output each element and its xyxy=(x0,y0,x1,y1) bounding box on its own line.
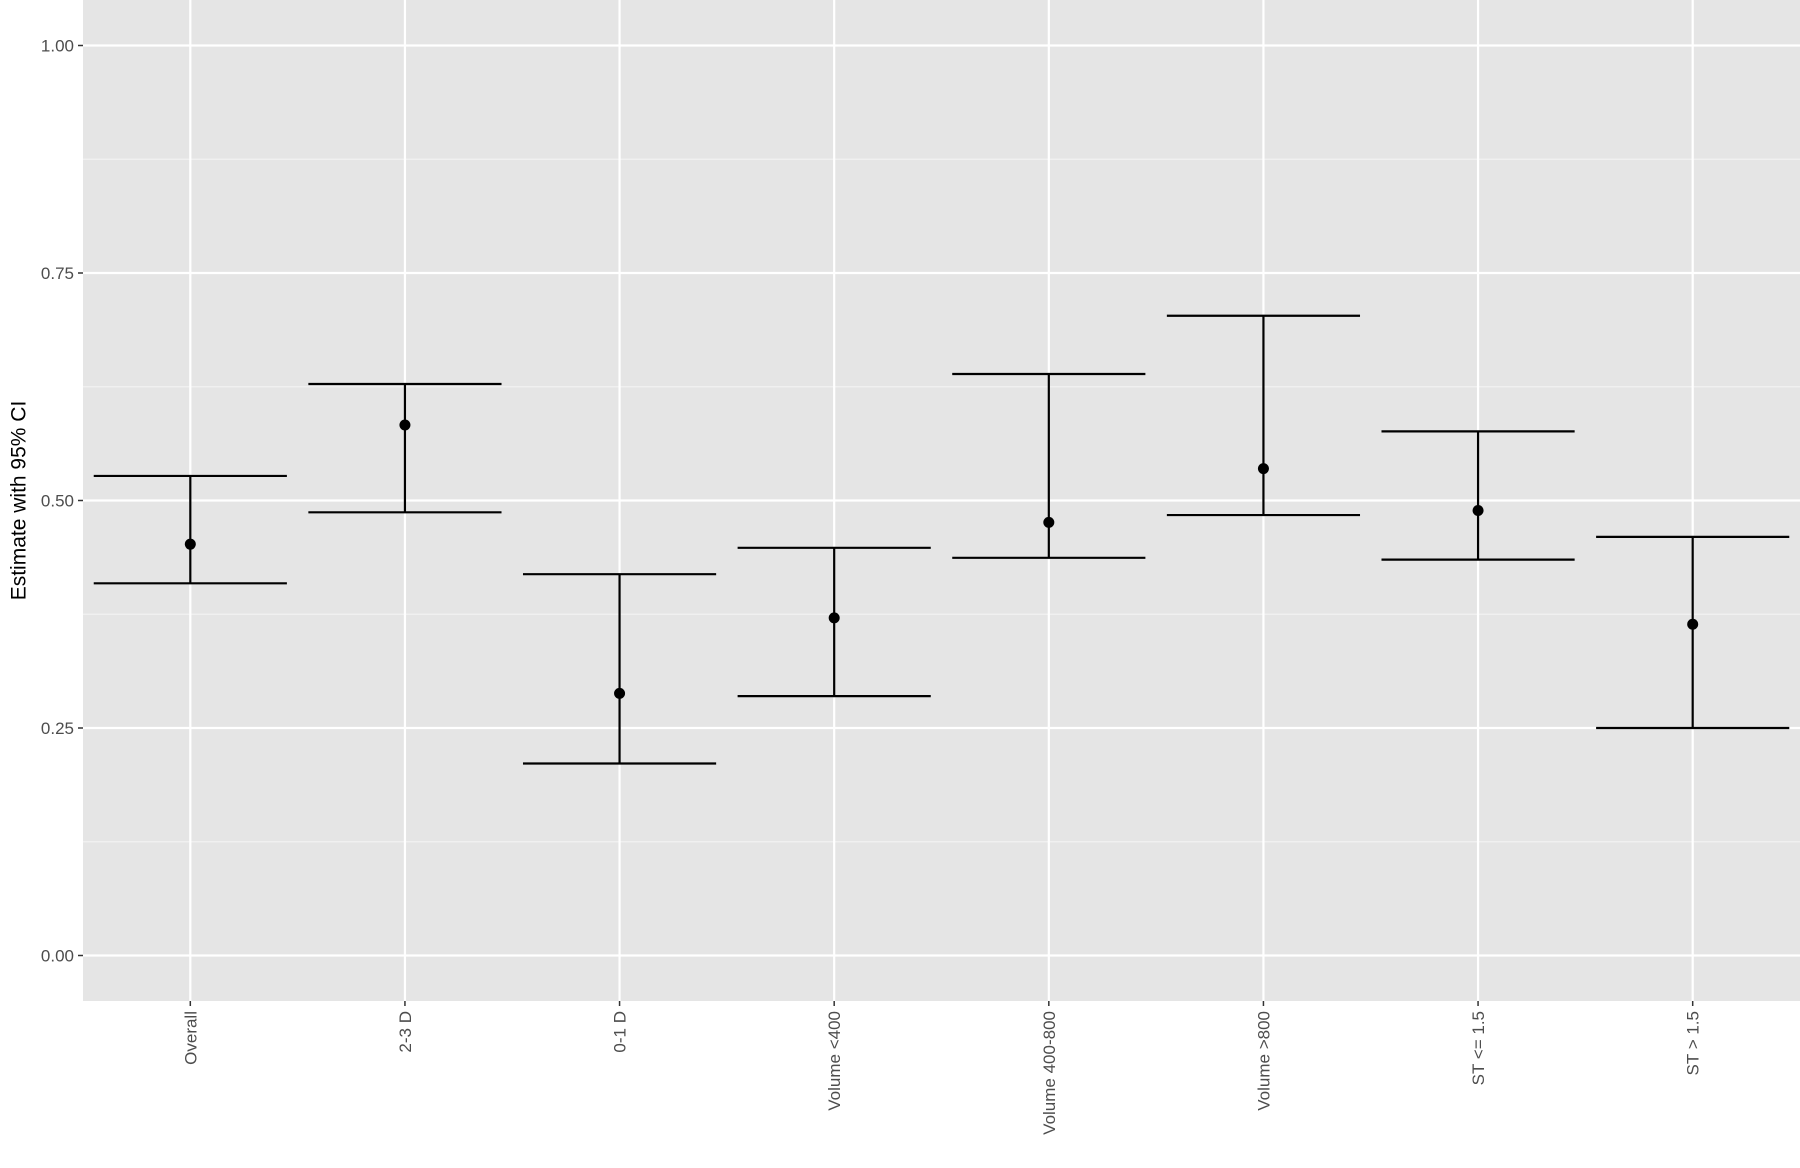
y-tick-label: 0.50 xyxy=(41,492,74,511)
estimate-point xyxy=(614,687,626,699)
error-bars xyxy=(93,314,1790,765)
estimate-point xyxy=(1687,618,1699,630)
x-tick-label: Overall xyxy=(181,1011,200,1065)
x-tick-label: Volume >800 xyxy=(1254,1011,1273,1111)
x-tick-label: ST > 1.5 xyxy=(1684,1011,1703,1075)
y-tick-label: 0.00 xyxy=(41,947,74,966)
y-tick-label: 0.75 xyxy=(41,264,74,283)
estimate-point xyxy=(1257,463,1269,475)
axes: 0.00 0.25 0.50 0.75 1.00 Overall 2-3 D 0-1 D Vol… xyxy=(41,37,1703,1135)
x-tick-label: Volume 400-800 xyxy=(1040,1011,1059,1135)
estimate-point xyxy=(1043,516,1055,528)
estimate-point xyxy=(399,419,411,431)
x-tick-label: 2-3 D xyxy=(396,1011,415,1053)
y-tick-label: 1.00 xyxy=(41,37,74,56)
estimate-point xyxy=(828,612,840,624)
y-axis-title: Estimate with 95% CI xyxy=(7,401,30,601)
estimate-point xyxy=(184,538,196,550)
estimate-point xyxy=(1472,505,1484,517)
x-tick-label: ST <= 1.5 xyxy=(1469,1011,1488,1085)
x-tick-label: 0-1 D xyxy=(611,1011,630,1053)
y-tick-label: 0.25 xyxy=(41,719,74,738)
x-tick-label: Volume <400 xyxy=(825,1011,844,1111)
